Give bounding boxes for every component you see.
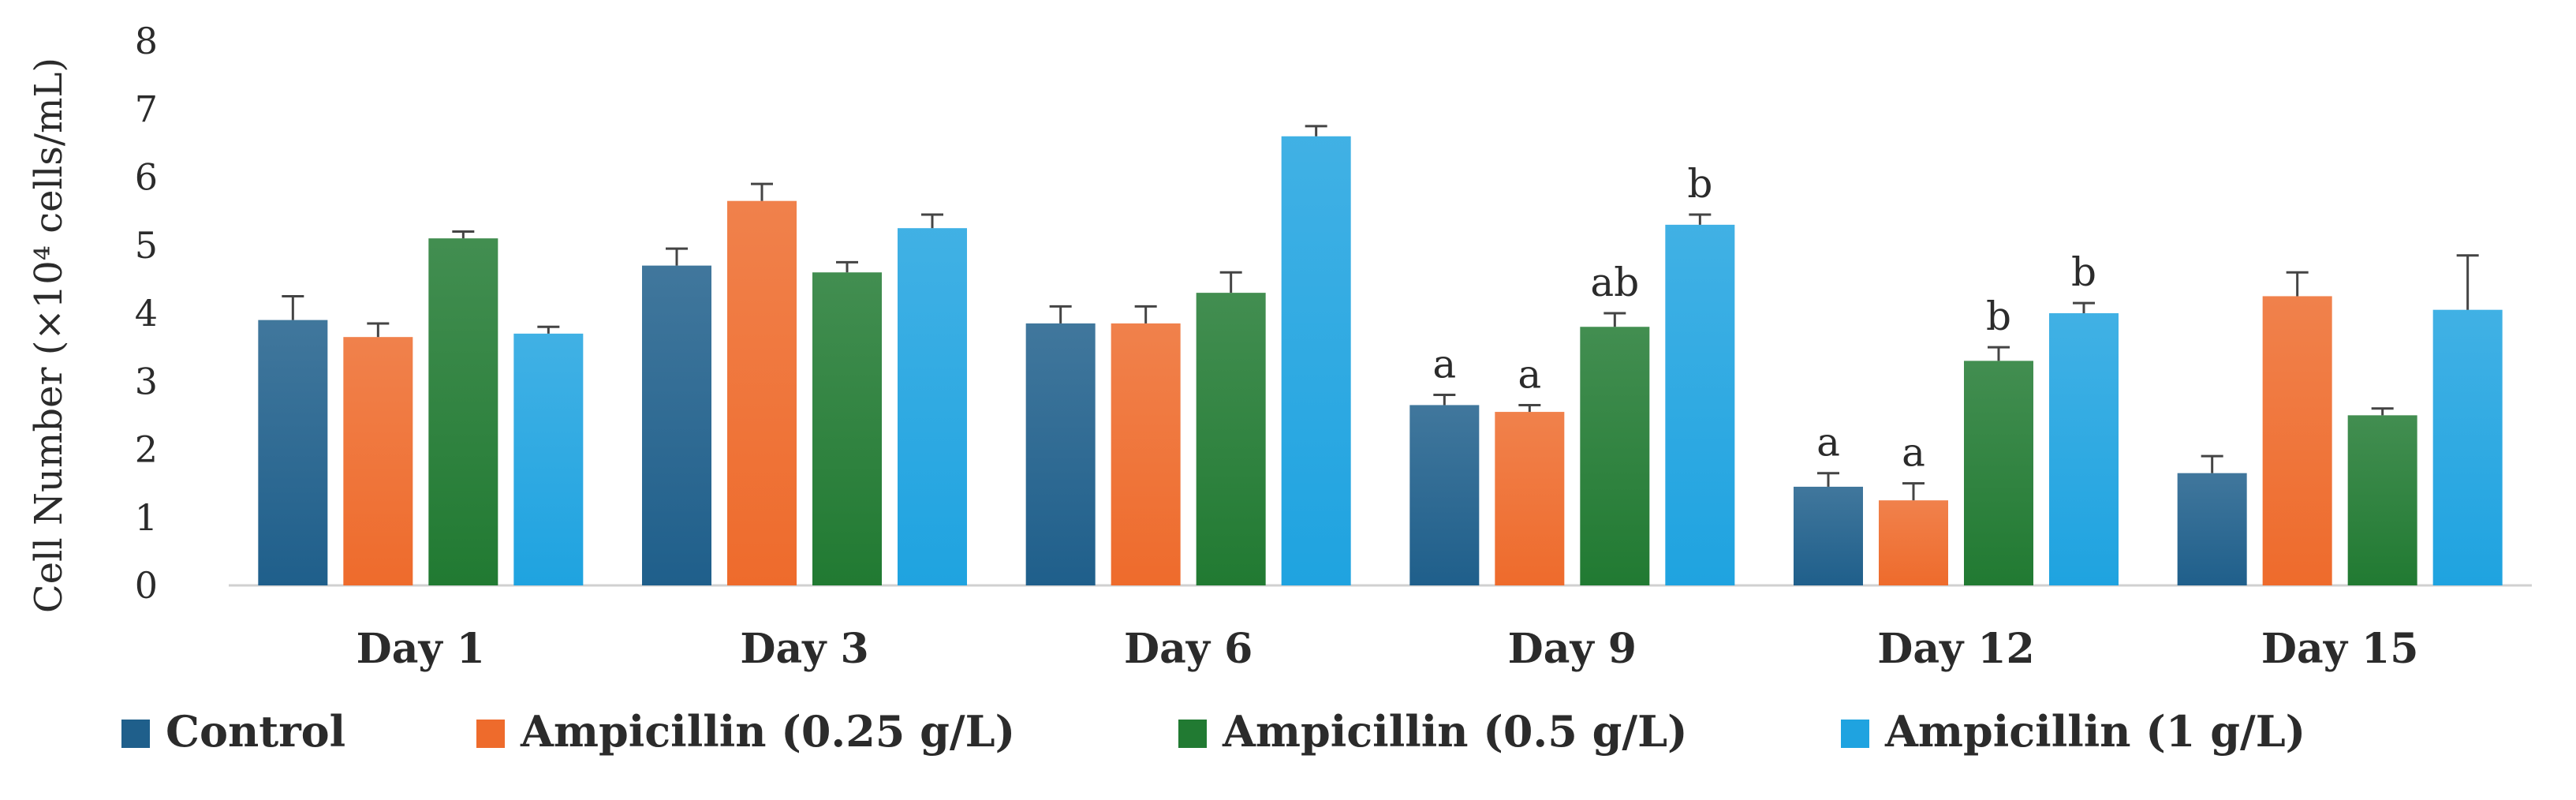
legend-label: Control: [166, 706, 345, 757]
bar: [1495, 412, 1565, 585]
bar: [258, 320, 328, 585]
legend-swatch: [121, 720, 150, 748]
y-tick-label: 7: [135, 88, 158, 130]
significance-label: a: [1518, 351, 1541, 397]
x-category-label: Day 1: [357, 625, 485, 673]
significance-label: a: [1432, 342, 1456, 387]
x-category-label: Day 15: [2261, 625, 2418, 673]
bar: [727, 200, 797, 585]
legend-swatch: [476, 720, 505, 748]
bar: [1281, 136, 1351, 585]
bar: [2049, 313, 2119, 585]
y-tick-label: 3: [135, 360, 158, 402]
significance-label: a: [1816, 420, 1840, 465]
legend-label: Ampicillin (0.5 g/L): [1222, 706, 1688, 757]
bar: [2177, 473, 2247, 585]
bar: [428, 238, 498, 585]
bar: [1409, 405, 1480, 585]
y-axis-title: Cell Number (×10⁴ cells/mL): [27, 58, 71, 613]
x-category-label: Day 12: [1877, 625, 2034, 673]
y-tick-label: 1: [135, 496, 158, 539]
y-tick-label: 4: [135, 292, 158, 335]
y-axis-title-group: Cell Number (×10⁴ cells/mL): [27, 58, 71, 613]
y-axis-ticks: 0 1 2 3 4 5 6 7 8: [135, 20, 158, 607]
bar: [1665, 224, 1735, 585]
bar: [343, 337, 413, 585]
bar: [2347, 415, 2417, 585]
bar: [1025, 323, 1096, 585]
significance-label: a: [1902, 430, 1925, 476]
significance-label: b: [1986, 293, 2011, 339]
bar: [1794, 486, 1863, 585]
legend-label: Ampicillin (1 g/L): [1884, 706, 2305, 757]
bar: [1196, 293, 1266, 585]
x-category-label: Day 3: [740, 625, 868, 673]
significance-label: b: [1687, 161, 1712, 207]
significance-label: b: [2071, 249, 2096, 295]
y-tick-label: 2: [135, 428, 158, 471]
x-category-label: Day 9: [1508, 625, 1637, 673]
bar: [1111, 323, 1181, 585]
y-tick-label: 8: [135, 20, 158, 62]
bar: [642, 265, 711, 585]
bars: [258, 136, 2503, 585]
bar: [1879, 500, 1948, 585]
bar: [2262, 296, 2332, 585]
error-bars: [282, 125, 2479, 501]
legend-swatch: [1178, 720, 1207, 748]
legend: Control Ampicillin (0.25 g/L) Ampicillin (…: [121, 706, 2305, 757]
y-tick-label: 6: [135, 156, 158, 199]
legend-swatch: [1841, 720, 1869, 748]
x-category-label: Day 6: [1124, 625, 1253, 673]
legend-label: Ampicillin (0.25 g/L): [520, 706, 1015, 757]
bar: [513, 333, 584, 585]
bar: [1964, 361, 2033, 585]
bar: [1580, 327, 1650, 585]
y-tick-label: 0: [135, 564, 158, 607]
significance-label: ab: [1590, 260, 1639, 305]
y-tick-label: 5: [135, 224, 158, 267]
x-axis-category-labels: Day 1 Day 3 Day 6 Day 9 Day 12 Day 15: [357, 625, 2419, 673]
bar: [2432, 309, 2503, 585]
bar: [812, 272, 882, 585]
bar: [898, 228, 967, 585]
